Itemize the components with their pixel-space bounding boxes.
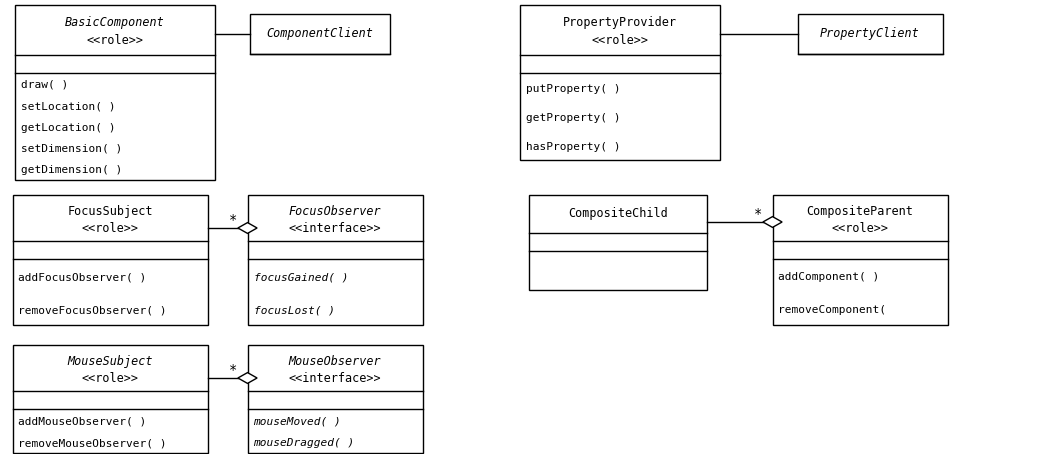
Text: <<role>>: <<role>> [81, 372, 138, 385]
Polygon shape [763, 217, 782, 227]
Text: getDimension( ): getDimension( ) [21, 165, 122, 175]
Text: removeComponent(: removeComponent( [779, 305, 887, 315]
Text: <<interface>>: <<interface>> [288, 372, 381, 385]
Text: FocusSubject: FocusSubject [68, 205, 153, 217]
Bar [520, 5, 720, 160]
Text: addFocusObserver( ): addFocusObserver( ) [19, 272, 147, 282]
Text: mouseMoved( ): mouseMoved( ) [254, 416, 341, 426]
Text: draw( ): draw( ) [21, 80, 69, 90]
Text: getProperty( ): getProperty( ) [526, 113, 620, 123]
Text: *: * [229, 213, 237, 227]
Bar [12, 345, 207, 453]
Bar [529, 195, 707, 290]
Text: addMouseObserver( ): addMouseObserver( ) [19, 416, 147, 426]
Bar [797, 14, 942, 54]
Text: *: * [229, 363, 237, 377]
Text: BasicComponent: BasicComponent [66, 16, 164, 29]
Text: PropertyClient: PropertyClient [820, 28, 920, 40]
Text: setDimension( ): setDimension( ) [21, 144, 122, 154]
Text: PropertyProvider: PropertyProvider [563, 16, 677, 29]
Text: setLocation( ): setLocation( ) [21, 101, 116, 111]
Text: <<interface>>: <<interface>> [288, 222, 381, 235]
Text: focusLost( ): focusLost( ) [254, 305, 334, 315]
Text: putProperty( ): putProperty( ) [526, 84, 620, 94]
Text: ComponentClient: ComponentClient [266, 28, 374, 40]
Polygon shape [238, 222, 257, 233]
Text: removeMouseObserver( ): removeMouseObserver( ) [19, 438, 167, 448]
Text: hasProperty( ): hasProperty( ) [526, 142, 620, 152]
Text: MouseObserver: MouseObserver [288, 355, 381, 368]
Text: focusGained( ): focusGained( ) [254, 272, 348, 282]
Bar [772, 195, 947, 325]
Text: MouseSubject: MouseSubject [68, 355, 153, 368]
Text: <<role>>: <<role>> [81, 222, 138, 235]
Bar [250, 14, 390, 54]
Text: <<role>>: <<role>> [832, 222, 889, 235]
Polygon shape [238, 373, 257, 383]
Bar [15, 5, 215, 180]
Text: *: * [755, 207, 763, 221]
Bar [248, 345, 423, 453]
Text: CompositeParent: CompositeParent [807, 205, 913, 217]
Text: mouseDragged( ): mouseDragged( ) [254, 438, 355, 448]
Text: removeFocusObserver( ): removeFocusObserver( ) [19, 305, 167, 315]
Text: <<role>>: <<role>> [591, 35, 649, 48]
Bar [12, 195, 207, 325]
Text: getLocation( ): getLocation( ) [21, 123, 116, 133]
Text: CompositeChild: CompositeChild [568, 207, 668, 221]
Bar [248, 195, 423, 325]
Text: <<role>>: <<role>> [86, 35, 144, 48]
Text: FocusObserver: FocusObserver [288, 205, 381, 217]
Text: addComponent( ): addComponent( ) [779, 272, 880, 282]
